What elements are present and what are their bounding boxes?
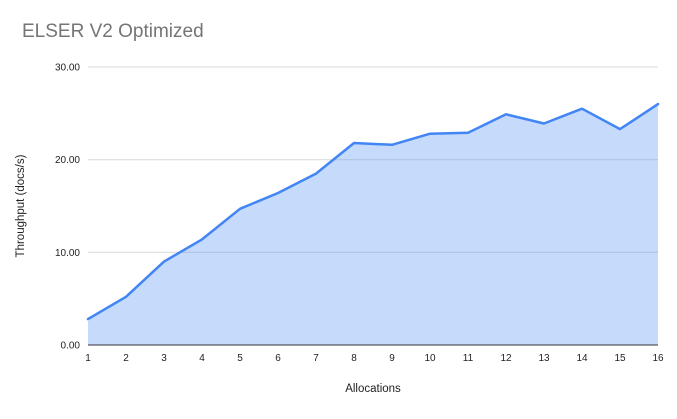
x-tick-label: 8 [351, 353, 357, 364]
x-tick-label: 16 [652, 353, 664, 364]
series-area [88, 104, 658, 345]
x-tick-label: 5 [237, 353, 243, 364]
x-tick-label: 2 [123, 353, 129, 364]
x-tick-label: 13 [538, 353, 550, 364]
x-axis-title: Allocations [345, 383, 401, 395]
y-axis-title: Throughput (docs/s) [15, 154, 27, 257]
x-tick-label: 10 [424, 353, 436, 364]
chart-title: ELSER V2 Optimized [22, 21, 204, 42]
x-tick-label: 3 [161, 353, 167, 364]
y-tick-label: 10.00 [55, 248, 80, 259]
x-tick-label: 14 [576, 353, 588, 364]
x-tick-label: 9 [389, 353, 395, 364]
x-tick-label: 12 [500, 353, 512, 364]
y-tick-label: 0.00 [61, 341, 81, 352]
x-tick-label: 7 [313, 353, 319, 364]
y-tick-label: 20.00 [55, 155, 80, 166]
x-tick-label: 15 [614, 353, 626, 364]
y-tick-label: 30.00 [55, 63, 80, 74]
x-tick-label: 11 [463, 353, 474, 364]
x-tick-label: 1 [85, 353, 91, 364]
series-line [86, 102, 660, 321]
x-tick-label: 4 [199, 353, 205, 364]
x-tick-label: 6 [275, 353, 281, 364]
